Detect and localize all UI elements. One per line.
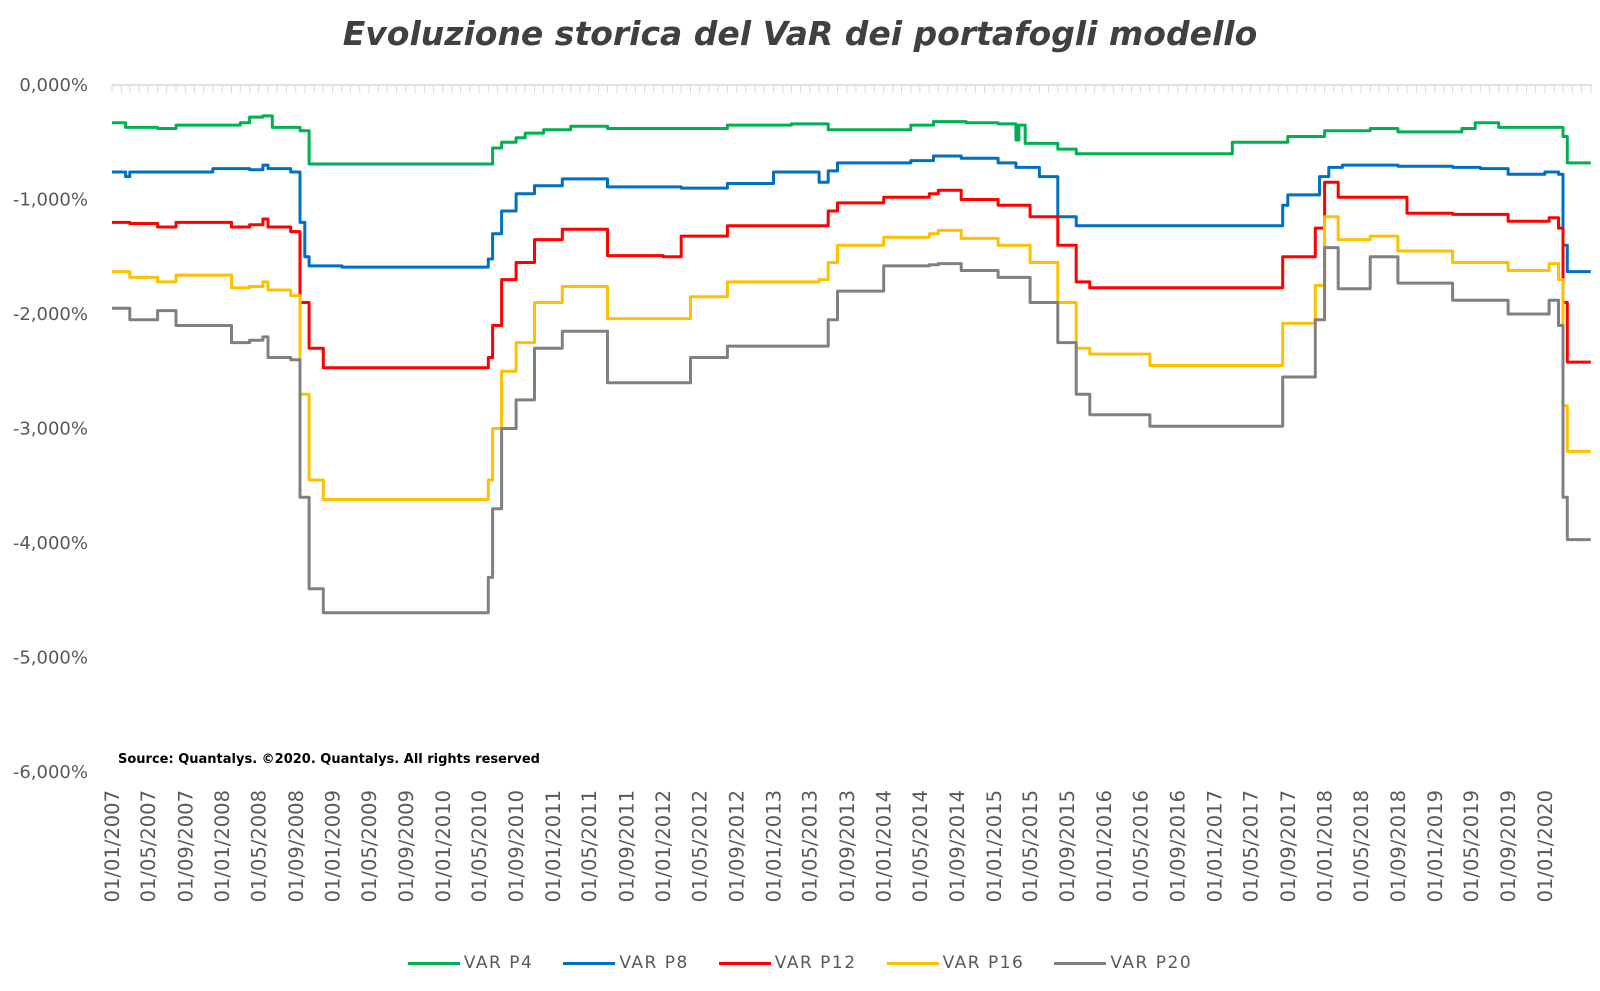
- x-tick-label: 01/09/2009: [395, 790, 418, 902]
- x-tick-label: 01/05/2008: [248, 790, 271, 902]
- legend-label: VAR P4: [463, 953, 534, 973]
- line-chart: 0,000% -1,000% -2,000% -3,000% -4,000% -5,000…: [13, 75, 1592, 902]
- x-tick-label: 01/09/2012: [726, 790, 749, 902]
- legend-item: VAR P16: [886, 953, 1025, 973]
- x-tick-label: 01/05/2013: [799, 790, 822, 902]
- y-tick-label: -2,000%: [13, 304, 88, 325]
- source-note: Source: Quantalys. ©2020. Quantalys. All…: [118, 752, 540, 767]
- legend-item: VAR P20: [1054, 953, 1192, 973]
- legend-swatch: [563, 961, 616, 965]
- grid-lines: [111, 84, 1592, 93]
- x-tick-label: 01/05/2018: [1350, 790, 1373, 902]
- x-tick-label: 01/01/2013: [763, 790, 786, 902]
- legend-item: VAR P8: [563, 953, 688, 973]
- x-tick-label: 01/05/2010: [468, 790, 491, 902]
- y-tick-label: 0,000%: [19, 75, 88, 96]
- x-tick-label: 01/09/2011: [615, 790, 638, 902]
- y-tick-label: -5,000%: [13, 648, 88, 669]
- x-axis-tick-labels: 01/01/2007 01/05/2007 01/09/2007 01/01/2008…: [101, 790, 1557, 902]
- x-tick-label: 01/05/2016: [1130, 790, 1153, 902]
- y-axis-tick-labels: 0,000% -1,000% -2,000% -3,000% -4,000% -5,000…: [13, 75, 88, 783]
- x-tick-label: 01/01/2016: [1093, 790, 1116, 902]
- x-tick-label: 01/05/2014: [909, 790, 932, 902]
- x-tick-label: 01/09/2008: [285, 790, 308, 902]
- series-line-var-p12: [112, 180, 1591, 370]
- legend-swatch: [407, 961, 460, 965]
- x-tick-label: 01/01/2014: [873, 790, 896, 902]
- x-tick-label: 01/09/2015: [1056, 790, 1079, 902]
- x-tick-label: 01/09/2007: [174, 790, 197, 902]
- x-tick-label: 01/01/2010: [432, 790, 455, 902]
- series-lines: [112, 114, 1591, 615]
- y-tick-label: -1,000%: [13, 190, 88, 211]
- legend-swatch: [1054, 961, 1107, 965]
- legend-label: VAR P20: [1110, 953, 1193, 973]
- x-tick-label: 01/01/2007: [101, 790, 124, 902]
- x-tick-label: 01/05/2012: [689, 790, 712, 902]
- series-line-var-p8: [112, 154, 1591, 274]
- y-tick-label: -3,000%: [13, 419, 88, 440]
- chart-title: Evoluzione storica del VaR dei portafogl…: [342, 14, 1258, 53]
- series-line-var-p16: [112, 215, 1591, 501]
- legend-label: VAR P12: [774, 953, 857, 973]
- legend-swatch: [718, 961, 771, 965]
- y-tick-label: -6,000%: [13, 762, 88, 783]
- x-tick-label: 01/01/2008: [211, 790, 234, 902]
- x-tick-label: 01/01/2012: [652, 790, 675, 902]
- x-tick-label: 01/01/2018: [1314, 790, 1337, 902]
- x-tick-label: 01/05/2015: [1019, 790, 1042, 902]
- x-tick-label: 01/01/2020: [1534, 790, 1557, 902]
- x-tick-label: 01/05/2011: [578, 790, 601, 902]
- x-tick-label: 01/05/2009: [358, 790, 381, 902]
- x-tick-label: 01/09/2014: [946, 790, 969, 902]
- x-tick-label: 01/09/2019: [1497, 790, 1520, 902]
- series-line-var-p20: [112, 246, 1591, 615]
- legend-label: VAR P8: [619, 953, 689, 973]
- x-tick-label: 01/09/2018: [1387, 790, 1410, 902]
- legend-swatch: [886, 961, 939, 965]
- x-tick-label: 01/09/2016: [1167, 790, 1190, 902]
- legend-label: VAR P16: [942, 953, 1025, 973]
- legend: VAR P4 VAR P8 VAR P12 VAR P16 VAR P20: [0, 953, 1600, 973]
- x-tick-label: 01/05/2007: [137, 790, 160, 902]
- x-tick-label: 01/09/2010: [505, 790, 528, 902]
- x-tick-label: 01/09/2017: [1277, 790, 1300, 902]
- x-tick-label: 01/05/2019: [1460, 790, 1483, 902]
- x-tick-label: 01/01/2019: [1424, 790, 1447, 902]
- x-tick-label: 01/01/2015: [983, 790, 1006, 902]
- x-tick-label: 01/01/2009: [322, 790, 345, 902]
- legend-item: VAR P12: [718, 953, 857, 973]
- series-line-var-p4: [112, 114, 1591, 166]
- x-tick-label: 01/01/2017: [1203, 790, 1226, 902]
- x-tick-label: 01/09/2013: [836, 790, 859, 902]
- y-tick-label: -4,000%: [13, 533, 88, 554]
- x-tick-label: 01/01/2011: [542, 790, 565, 902]
- legend-item: VAR P4: [407, 953, 534, 973]
- x-tick-label: 01/05/2017: [1240, 790, 1263, 902]
